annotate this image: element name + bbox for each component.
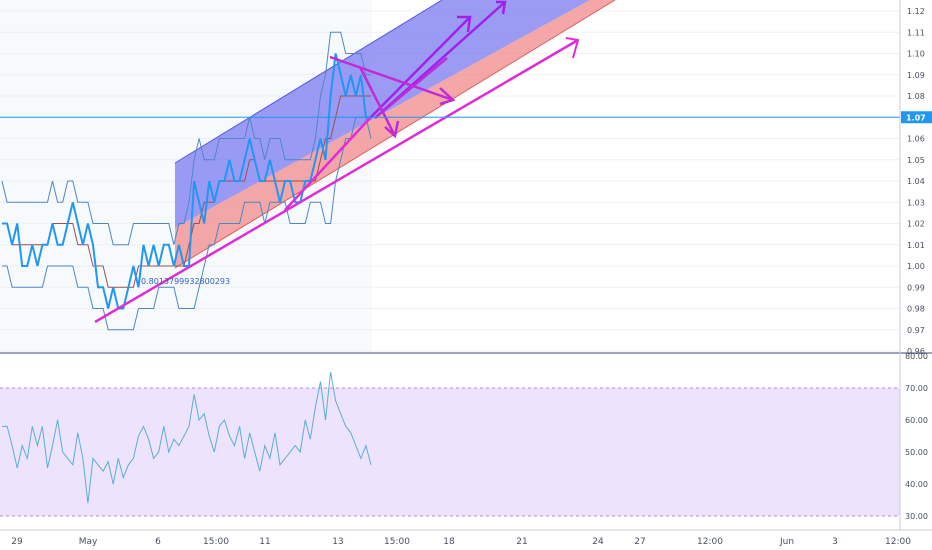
time-tick-label: 12:00 — [885, 537, 911, 547]
price-tick-label: 1.00 — [907, 262, 925, 271]
oscillator-band — [0, 388, 900, 516]
time-tick-label: 27 — [634, 537, 645, 547]
oscillator-line[interactable] — [2, 371, 372, 504]
price-tick-label: 1.11 — [907, 28, 925, 37]
arrow-head-mid-up — [457, 15, 472, 33]
price-tick-label: 1.06 — [907, 135, 925, 144]
arrow-bounce-up[interactable] — [374, 57, 448, 119]
oscillator-axis[interactable]: 80.00 70.00 60.00 50.00 40.00 30.00 — [905, 352, 928, 521]
bollinger-upper-line — [1, 31, 371, 246]
time-tick-label: 15:00 — [384, 537, 410, 547]
arrow-head-down — [384, 120, 400, 139]
price-tick-label: 0.96 — [907, 347, 925, 356]
price-tick-label: 0.98 — [907, 305, 925, 314]
time-tick-label: Jun — [779, 537, 794, 547]
support-trendline[interactable] — [94, 38, 579, 324]
price-tick-label: 1.10 — [907, 50, 925, 59]
price-tick-label: 1.05 — [907, 156, 925, 165]
time-tick-label: 18 — [443, 537, 455, 547]
oscillator-tick-label: 30.00 — [905, 512, 928, 521]
drawn-trendlines[interactable] — [94, 0, 580, 324]
current-price-label: 1.07 — [901, 111, 932, 124]
time-tick-label: May — [79, 537, 98, 547]
current-price-box — [901, 111, 932, 124]
price-tick-label: 0.97 — [907, 326, 925, 335]
time-tick-label: 29 — [11, 537, 23, 547]
oscillator-tick-label: 60.00 — [905, 416, 928, 425]
time-tick-label: 12:00 — [697, 537, 723, 547]
oscillator-tick-label: 80.00 — [905, 352, 928, 361]
bollinger-lower-line — [2, 116, 372, 331]
price-annotation: 0.8013799932800293 — [141, 277, 230, 286]
time-tick-label: 6 — [155, 537, 161, 547]
time-tick-label: 11 — [259, 537, 270, 547]
current-price-text: 1.07 — [906, 113, 926, 122]
price-tick-label: 1.08 — [907, 92, 925, 101]
arrow-head-down-right — [439, 87, 456, 106]
price-tick-label: 1.12 — [907, 7, 925, 16]
price-tick-label: 1.02 — [907, 220, 925, 229]
price-series-line[interactable] — [2, 53, 371, 310]
time-tick-label: 13 — [332, 537, 343, 547]
trendline-inner[interactable] — [284, 117, 371, 211]
oscillator-tick-label: 40.00 — [905, 480, 928, 489]
time-tick-label: 21 — [516, 537, 527, 547]
time-axis[interactable]: 29 May 6 15:00 11 13 15:00 18 21 24 27 12:00 Jun 3 12:… — [11, 537, 911, 547]
time-tick-label: 15:00 — [203, 537, 229, 547]
price-tick-label: 1.01 — [907, 241, 925, 250]
channel-outline-top — [174, 0, 443, 164]
oscillator-tick-label: 70.00 — [905, 384, 928, 393]
arrow-down-right[interactable] — [329, 55, 454, 102]
price-tick-label: 1.09 — [907, 71, 925, 80]
arrow-head-support — [565, 37, 580, 59]
arrow-down[interactable] — [358, 66, 397, 137]
price-tick-label: 1.03 — [907, 198, 925, 207]
price-axis[interactable]: 1.12 1.11 1.10 1.09 1.08 1.07 1.06 1.05 1.04 1.03… — [907, 7, 925, 356]
oscillator-tick-label: 50.00 — [905, 448, 928, 457]
price-tick-label: 1.04 — [907, 177, 925, 186]
time-tick-label: 3 — [832, 537, 838, 547]
arrow-mid-up[interactable] — [369, 16, 471, 119]
time-tick-label: 24 — [592, 537, 604, 547]
arrow-head-long-up — [496, 0, 507, 15]
price-tick-label: 0.99 — [907, 283, 925, 292]
